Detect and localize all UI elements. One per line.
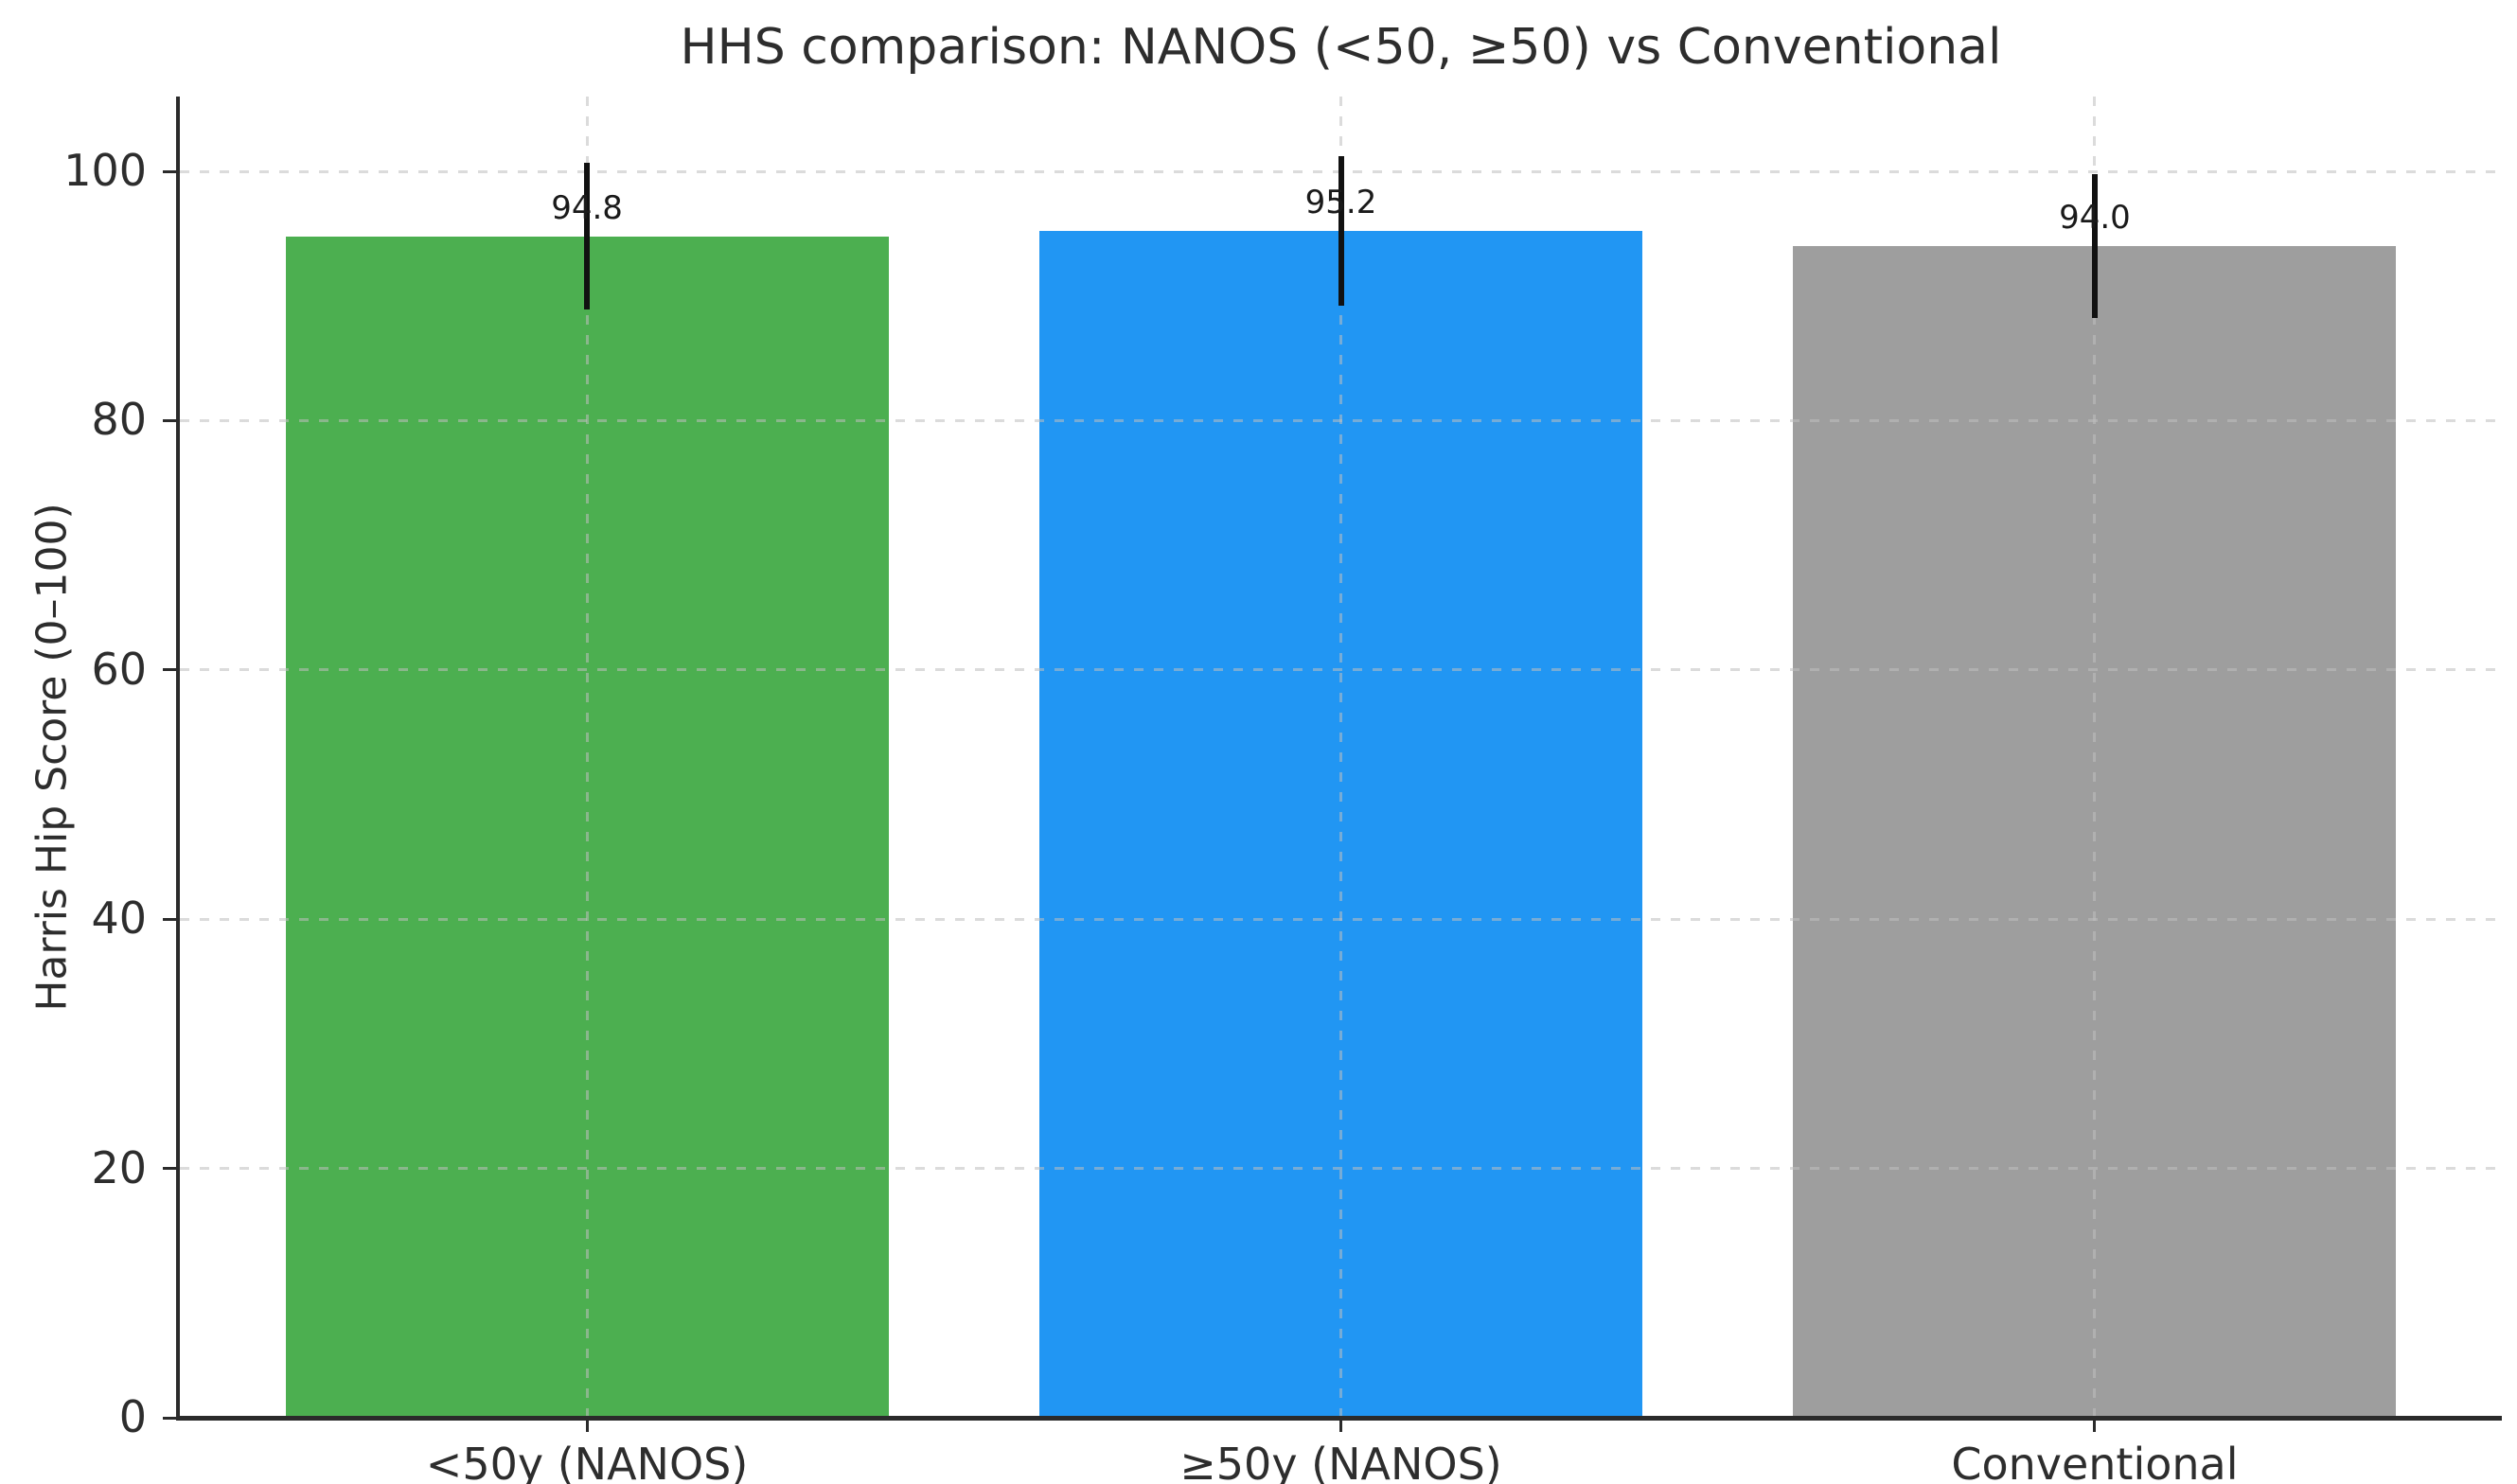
y-tick-mark (163, 418, 177, 422)
x-tick-mark (1339, 1419, 1342, 1432)
x-tick-mark (2093, 1419, 2097, 1432)
x-axis-spine (176, 1416, 2502, 1421)
y-tick-label: 60 (91, 643, 147, 695)
bar-value-label: 94.8 (551, 188, 623, 227)
error-bar (1338, 156, 1344, 307)
y-tick-mark (163, 668, 177, 672)
y-tick-label: 0 (118, 1391, 147, 1442)
y-axis-spine (176, 97, 180, 1418)
y-tick-label: 20 (91, 1141, 147, 1193)
x-tick-mark (585, 1419, 589, 1432)
y-tick-mark (163, 1167, 177, 1171)
bar-value-label: 95.2 (1304, 184, 1377, 222)
error-bar (2091, 173, 2098, 319)
x-tick-label: <50y (NANOS) (425, 1439, 749, 1484)
chart-title: HHS comparison: NANOS (<50, ≥50) vs Conv… (680, 19, 2002, 76)
y-tick-mark (163, 917, 177, 921)
v-gridline (585, 97, 589, 1418)
bar-value-label: 94.0 (2059, 199, 2131, 238)
error-bar (584, 162, 591, 310)
y-tick-mark (163, 1416, 177, 1420)
x-tick-label: Conventional (1951, 1439, 2239, 1484)
y-tick-mark (163, 169, 177, 173)
y-tick-label: 80 (91, 394, 147, 446)
v-gridline (1339, 97, 1342, 1418)
x-tick-label: ≥50y (NANOS) (1179, 1439, 1502, 1484)
v-gridline (2093, 97, 2097, 1418)
y-tick-label: 40 (91, 892, 147, 945)
plot-area: 0 20 40 60 80 100 94.8 <50y (NANOS) 95.2 ≥50y (NA… (63, 97, 2502, 1484)
y-tick-label: 100 (63, 145, 147, 197)
